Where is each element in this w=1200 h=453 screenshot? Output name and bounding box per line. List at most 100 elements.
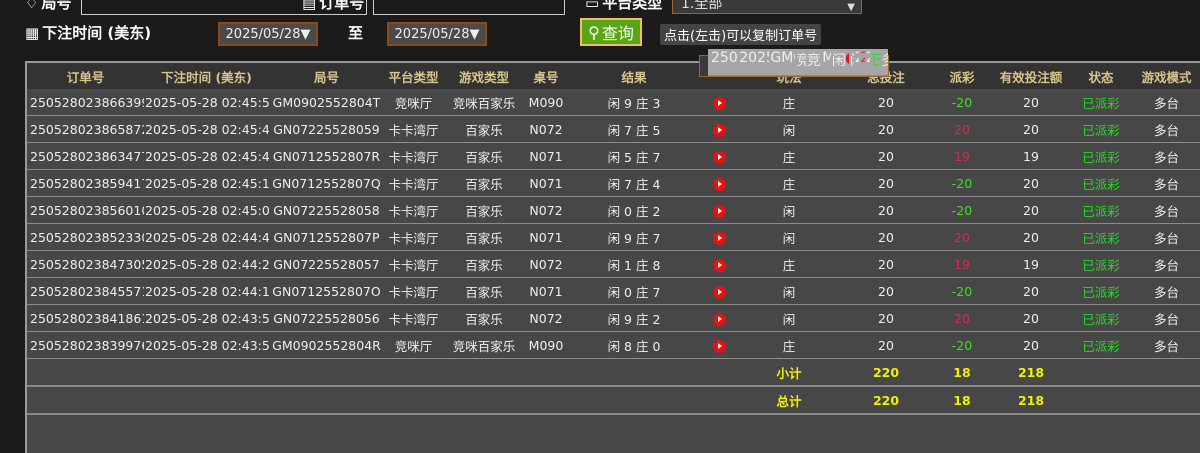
valid-bet-cell: 20	[993, 304, 1069, 332]
total-bet-cell: 20	[841, 250, 931, 278]
search-icon: ⚲	[588, 22, 600, 42]
play-video-icon[interactable]	[712, 96, 726, 110]
table-row[interactable]: 250528023847305 2025-05-28 02:44:25 GN0722…	[27, 250, 1200, 278]
platform-cell: 竞咪厅	[384, 89, 443, 116]
table-no-cell: N071	[525, 169, 567, 197]
play-video-icon[interactable]	[712, 177, 726, 191]
round-id-cell: GN07225528057	[269, 250, 384, 278]
table-row[interactable]: 250528023865872 2025-05-28 02:45:49 GN0722…	[27, 115, 1200, 143]
play-cell[interactable]	[701, 196, 737, 224]
play-video-icon[interactable]	[712, 123, 726, 137]
round-id-cell: GM0902552804R	[269, 331, 384, 359]
bet-time-cell: 2025-05-28 02:45:05	[144, 196, 269, 224]
table-row[interactable]: 250528023863477 2025-05-28 02:45:40 GN0712…	[27, 142, 1200, 170]
table-row[interactable]: 250528023856010 2025-05-28 02:45:05 GN0722…	[27, 196, 1200, 224]
platform-cell: 卡卡湾厅	[384, 196, 443, 224]
bet-time-cell: 2025-05-28 02:45:18	[144, 169, 269, 197]
grandtotal-row: 总计 220 18 218	[27, 386, 1200, 415]
subtotal-row: 小计 220 18 218	[27, 358, 1200, 387]
play-video-icon[interactable]	[712, 312, 726, 326]
game-type-cell: 竞咪百家乐	[443, 331, 525, 359]
table-row[interactable]: 250528023841861 2025-05-28 02:43:59 GN0722…	[27, 304, 1200, 332]
subtotal-total: 220	[841, 358, 931, 387]
platform-select[interactable]: 1.全部 ▼	[672, 0, 862, 14]
table-row[interactable]: 250528023866399 2025-05-28 02:45:51 GM0902…	[27, 89, 1200, 116]
order-id-cell[interactable]: 250528023845571	[27, 277, 144, 305]
order-id-cell[interactable]: 250528023852330	[27, 223, 144, 251]
play-video-icon[interactable]	[712, 285, 726, 299]
play-cell[interactable]	[701, 277, 737, 305]
bet-time-cell: 2025-05-28 02:46:43	[738, 49, 770, 76]
table-no-cell: N071	[525, 277, 567, 305]
play-video-icon[interactable]	[845, 51, 850, 65]
result-cell: 闲 1 庄 8	[567, 250, 701, 278]
round-filter-label: ♢ 局号	[25, 0, 71, 13]
bet-time-cell: 2025-05-28 02:43:59	[144, 304, 269, 332]
date-from-picker[interactable]: 2025/05/28 ▼	[218, 22, 318, 46]
bet-type-cell: 庄	[737, 89, 841, 116]
table-no-cell: N072	[525, 115, 567, 143]
column-header: 订单号	[27, 63, 144, 89]
order-id-cell[interactable]: 250528023866399	[27, 89, 144, 116]
table-row[interactable]: 250528023839976 2025-05-28 02:43:51 GM0902…	[27, 331, 1200, 359]
platform-cell: 卡卡湾厅	[384, 250, 443, 278]
play-cell[interactable]	[701, 223, 737, 251]
order-id-cell[interactable]: 250528023865872	[27, 115, 144, 143]
game-type-cell: 百家乐	[443, 169, 525, 197]
order-id-cell[interactable]: 250528023856010	[27, 196, 144, 224]
valid-bet-cell: 20	[993, 196, 1069, 224]
order-id-cell[interactable]: 250528023877151	[708, 49, 739, 76]
order-id-cell[interactable]: 250528023859417	[27, 169, 144, 197]
order-id-cell[interactable]: 250528023863477	[27, 142, 144, 170]
play-video-icon[interactable]	[712, 258, 726, 272]
game-mode-cell: 多台	[880, 49, 889, 76]
round-input[interactable]	[81, 0, 367, 15]
play-cell[interactable]	[701, 304, 737, 332]
game-type-cell: 竞咪百家乐	[805, 49, 822, 76]
play-cell[interactable]	[844, 49, 850, 76]
payout-cell: 20	[931, 115, 993, 143]
play-video-icon[interactable]	[712, 150, 726, 164]
result-cell: 闲 9 庄 3	[567, 89, 701, 116]
calendar-icon: ▦	[25, 23, 40, 42]
order-id-cell[interactable]: 250528023847305	[27, 250, 144, 278]
play-cell[interactable]	[701, 169, 737, 197]
play-video-icon[interactable]	[712, 231, 726, 245]
payout-cell: 20	[931, 223, 993, 251]
status-cell: 已派彩	[1069, 250, 1133, 278]
order-id-cell[interactable]: 250528023839976	[27, 331, 144, 359]
document-icon: ▤	[302, 0, 317, 12]
query-button[interactable]: ⚲ 查询	[580, 18, 642, 46]
play-cell[interactable]	[701, 250, 737, 278]
play-cell[interactable]	[701, 331, 737, 359]
play-cell[interactable]	[701, 89, 737, 116]
column-header: 游戏模式	[1133, 63, 1200, 89]
order-id-cell[interactable]: 250528023841861	[27, 304, 144, 332]
valid-bet-cell: 20	[993, 115, 1069, 143]
table-row[interactable]: 250528023845571 2025-05-28 02:44:15 GN0712…	[27, 277, 1200, 305]
table-row[interactable]: 2505280238771512025-05-28 02:46:43GM0902…	[699, 49, 889, 77]
column-header: 派彩	[931, 63, 993, 89]
date-to-picker[interactable]: 2025/05/28 ▼	[387, 22, 487, 46]
play-video-icon[interactable]	[712, 204, 726, 218]
result-cell: 闲 8 庄 0	[567, 331, 701, 359]
play-video-icon[interactable]	[712, 339, 726, 353]
platform-filter-label: ▭ 平台类型	[585, 0, 662, 13]
bet-type-cell: 闲	[737, 277, 841, 305]
bet-type-cell: 闲	[737, 115, 841, 143]
game-mode-cell: 多台	[1133, 304, 1200, 332]
total-bet-cell: 20	[841, 277, 931, 305]
total-bet-cell: 20	[841, 115, 931, 143]
payout-cell: -20	[931, 169, 993, 197]
play-cell[interactable]	[701, 142, 737, 170]
order-input[interactable]	[373, 0, 565, 15]
game-type-cell: 百家乐	[443, 142, 525, 170]
copy-tooltip: 点击(左击)可以复制订单号	[660, 24, 822, 45]
table-no-cell: N072	[525, 196, 567, 224]
bet-type-cell: 闲	[737, 196, 841, 224]
play-cell[interactable]	[701, 115, 737, 143]
table-row[interactable]: 250528023852330 2025-05-28 02:44:46 GN0712…	[27, 223, 1200, 251]
total-bet-cell: 20	[841, 304, 931, 332]
table-row[interactable]: 250528023859417 2025-05-28 02:45:18 GN0712…	[27, 169, 1200, 197]
game-type-cell: 百家乐	[443, 223, 525, 251]
